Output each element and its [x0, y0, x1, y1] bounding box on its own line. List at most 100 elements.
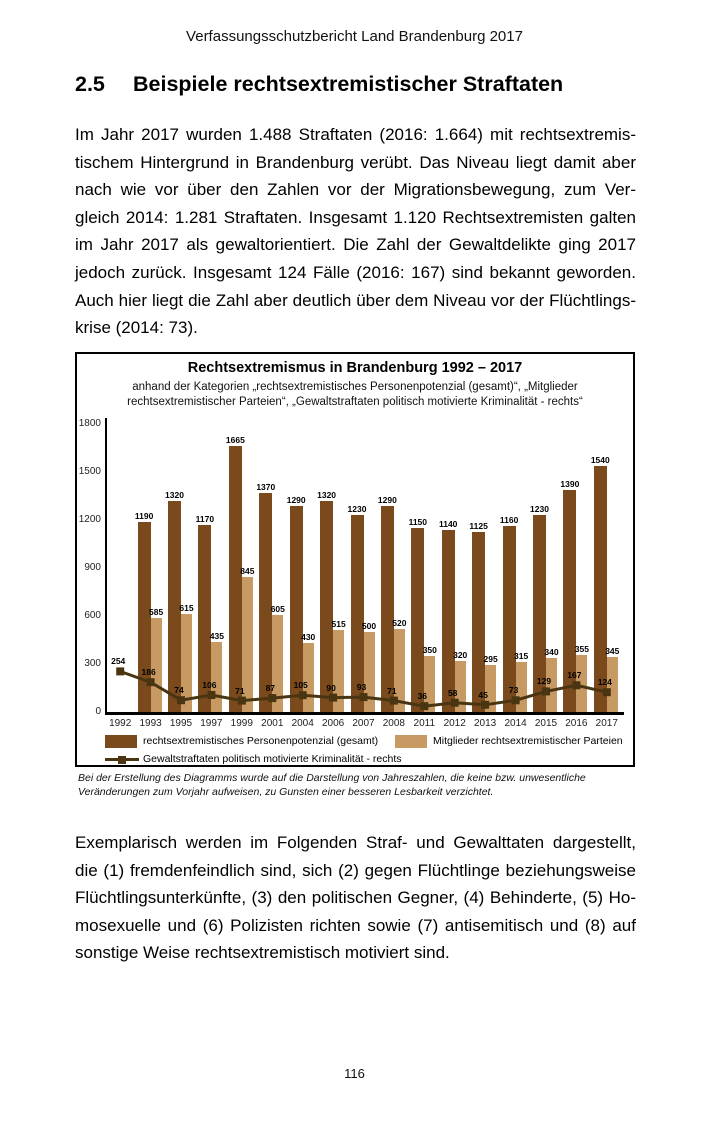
bar-value-label: 350 — [422, 645, 437, 655]
bar-value-label: 435 — [209, 631, 224, 642]
bar-value-label: 1320 — [317, 489, 337, 500]
running-header: Verfassungsschutzbericht Land Brandenbur… — [186, 28, 523, 45]
text-line: die (1) fremdenfeindlich sind, sich (2) … — [75, 860, 636, 880]
line-value-label: 105 — [293, 680, 308, 691]
section-title: Beispiele rechtsextremistischer Straftat… — [133, 72, 564, 96]
bar — [515, 661, 527, 712]
line-marker — [298, 691, 307, 700]
bar — [563, 489, 577, 712]
bar-value-label: 615 — [179, 602, 194, 613]
text-line: im Jahr 2017 als gewaltorientiert. Die Z… — [75, 235, 636, 255]
bar — [411, 528, 425, 712]
x-tick-label: 2008 — [382, 718, 405, 729]
x-tick-label: 2007 — [352, 718, 375, 729]
bar-value-label: 320 — [453, 649, 468, 660]
x-tick-label: 2011 — [413, 718, 436, 729]
x-tick-label: 2013 — [473, 718, 497, 729]
line-marker — [572, 681, 581, 690]
line-marker — [237, 696, 246, 705]
y-tick-label: 1500 — [78, 466, 101, 477]
text-line: tischem Hintergrund in Brandenburg verüb… — [75, 152, 636, 172]
bar — [320, 500, 334, 712]
bar — [168, 500, 181, 712]
line-marker — [481, 700, 490, 709]
bar-value-label: 1540 — [590, 454, 610, 465]
line-marker — [420, 702, 429, 711]
line-marker — [177, 696, 185, 705]
bar-value-label: 1125 — [469, 521, 488, 531]
bar — [472, 532, 486, 712]
bar — [289, 505, 303, 712]
bar — [228, 445, 242, 712]
bar-value-label: 1390 — [560, 478, 580, 489]
x-tick-label: 1992 — [109, 718, 132, 729]
bar-value-label: 605 — [270, 604, 285, 615]
line-value-label: 93 — [356, 682, 367, 693]
y-tick-label: 300 — [84, 658, 101, 669]
bar-value-label: 1290 — [286, 494, 306, 505]
text-line: mosexuelle und (6) Polizisten richten so… — [75, 915, 636, 935]
chart-footnote: Bei der Erstellung des Diagramms wurde a… — [78, 771, 628, 799]
line-value-label: 254 — [111, 656, 126, 667]
line-value-label: 167 — [567, 670, 582, 681]
bar-value-label: 315 — [514, 650, 529, 661]
x-tick-label: 2006 — [321, 718, 345, 729]
chart-subtitle: anhand der Kategorien „rechtsextremistis… — [77, 380, 633, 410]
legend-label-personenpotenzial: rechtsextremistisches Personenpotenzial … — [143, 735, 379, 747]
x-tick-label: 2016 — [565, 718, 588, 729]
line-marker — [359, 693, 368, 702]
y-tick-label: 600 — [84, 610, 101, 621]
bar-value-label: 340 — [544, 646, 559, 657]
y-axis-line — [105, 418, 107, 714]
bar — [181, 613, 192, 712]
bar — [272, 615, 284, 712]
bar-value-label: 345 — [605, 645, 620, 656]
line-marker — [116, 667, 125, 676]
line-value-label: 106 — [202, 680, 217, 690]
legend-label-gewaltstraftaten: Gewaltstraftaten politisch motivierte Kr… — [143, 753, 402, 765]
line-value-label: 45 — [478, 689, 488, 700]
text-line: Flüchtlingsunterkünfte, (3) den politisc… — [75, 888, 636, 908]
text-line: krise (2014: 73). — [75, 318, 198, 338]
bar-value-label: 1320 — [165, 489, 184, 500]
text-line: sonstige Weise rechtsextremistisch motiv… — [75, 943, 450, 963]
bar — [363, 632, 375, 712]
bar — [454, 660, 466, 712]
line-marker — [146, 678, 155, 687]
line-marker — [542, 687, 550, 696]
section-number: 2.5 — [75, 72, 105, 96]
line-series — [116, 667, 611, 711]
bar — [150, 618, 162, 712]
bar — [576, 655, 588, 712]
bar-value-label: 1140 — [438, 518, 458, 529]
bar — [350, 515, 364, 712]
bar — [606, 656, 618, 712]
line-value-label: 90 — [326, 682, 336, 693]
text-line: Auch hier liegt die Zahl aber deutlich ü… — [75, 290, 636, 310]
y-tick-label: 0 — [95, 706, 101, 717]
bar-value-label: 1665 — [225, 434, 245, 445]
body-paragraph-1: Im Jahr 2017 wurden 1.488 Straftaten (20… — [75, 121, 636, 342]
bar-value-label: 585 — [149, 607, 164, 618]
line-marker — [207, 691, 216, 699]
legend-symbol-gewaltstraftaten — [105, 753, 139, 766]
bar — [441, 529, 455, 712]
legend-swatch-parteimitglieder — [395, 735, 427, 748]
bar — [302, 643, 314, 712]
text-line: rechtsextremistischer Parteien“, „Gewalt… — [127, 396, 583, 408]
text-line: nach wie vor über den Zahlen vor der Mig… — [75, 180, 636, 200]
chart-figure: Rechtsextremismus in Brandenburg 1992 – … — [75, 352, 635, 767]
line-value-label: 186 — [141, 667, 156, 678]
line-value-label: 73 — [508, 685, 519, 696]
bar — [241, 576, 253, 712]
text-line: Veränderungen zum Vorjahr aufweisen, zu … — [78, 786, 494, 798]
page-number: 116 — [344, 1066, 365, 1081]
bar-value-label: 1370 — [256, 481, 276, 492]
x-tick-label: 2001 — [261, 718, 284, 729]
text-line: Bei der Erstellung des Diagramms wurde a… — [78, 772, 586, 784]
legend-label-parteimitglieder: Mitglieder rechtsextremistischer Parteie… — [433, 735, 623, 747]
bar — [485, 664, 497, 712]
line-value-label: 36 — [417, 691, 428, 702]
line-marker — [389, 696, 398, 705]
bar — [211, 642, 223, 712]
